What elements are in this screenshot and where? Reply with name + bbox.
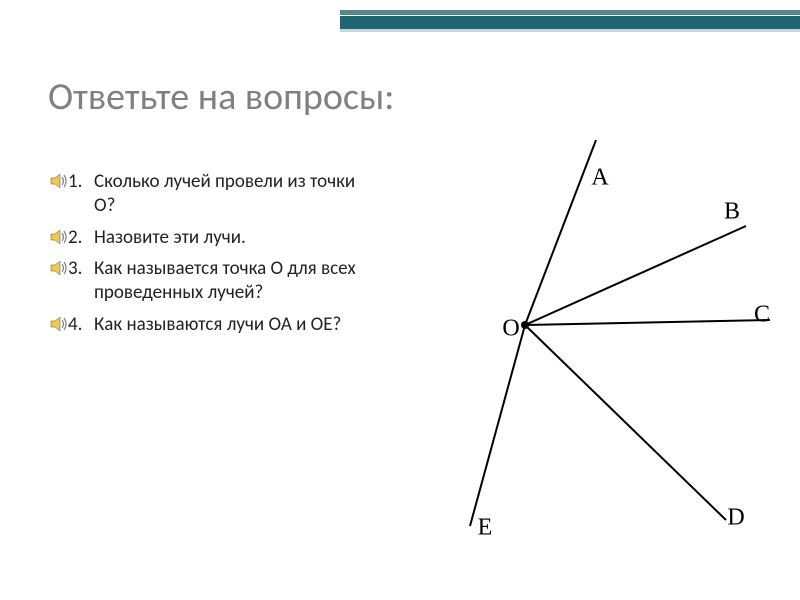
origin-label: O	[502, 316, 519, 343]
question-text: Как называется точка O для всех проведен…	[94, 257, 356, 304]
origin-point	[521, 321, 529, 329]
speaker-icon	[50, 228, 68, 244]
question-item: Как называются лучи OA и OE?	[94, 313, 370, 337]
question-text: Как называются лучи OA и OE?	[94, 313, 341, 336]
ray-diagram: A B C D E O	[410, 140, 770, 560]
question-text: Назовите эти лучи.	[94, 226, 246, 249]
speaker-icon	[50, 315, 68, 331]
ray-endpoint-label: E	[478, 515, 493, 542]
speaker-icon	[50, 259, 68, 275]
speaker-icon	[50, 172, 68, 188]
slide-title: Ответьте на вопросы:	[48, 74, 394, 120]
question-item: Назовите эти лучи.	[94, 226, 370, 250]
ray-endpoint-label: B	[724, 199, 740, 226]
ray-OC	[525, 320, 770, 325]
question-item: Как называется точка O для всех проведен…	[94, 257, 370, 305]
decorative-header-band	[340, 10, 800, 34]
ray-OD	[525, 325, 726, 520]
ray-endpoint-label: C	[754, 302, 770, 329]
question-text: Сколько лучей провели из точки O?	[94, 170, 355, 217]
ray-endpoint-label: D	[727, 505, 744, 532]
question-item: Сколько лучей провели из точки O?	[94, 170, 370, 218]
ray-endpoint-label: A	[591, 165, 608, 192]
ray-OE	[470, 325, 525, 526]
question-list-container: Сколько лучей провели из точки O? Назови…	[50, 170, 370, 345]
